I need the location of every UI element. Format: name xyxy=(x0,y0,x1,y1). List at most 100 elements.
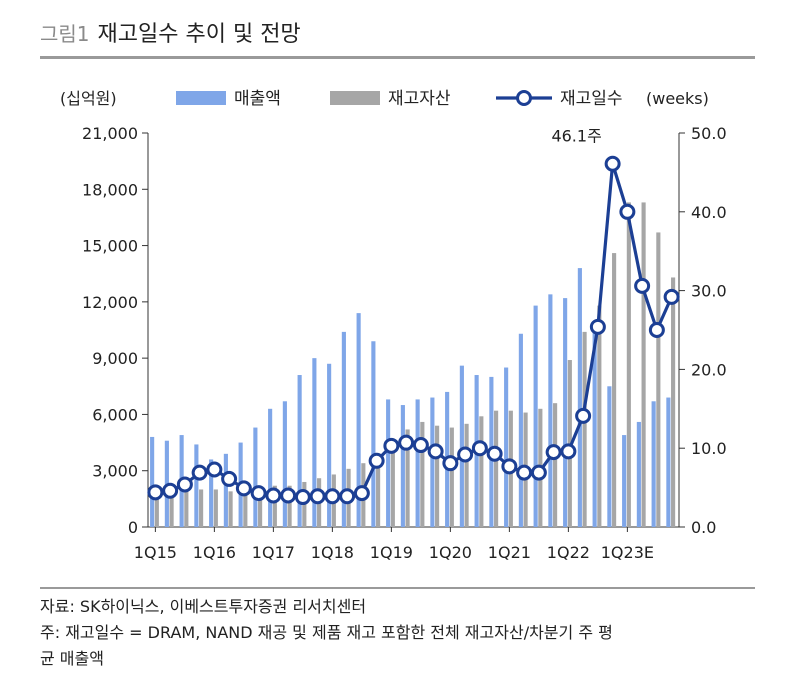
sales-bar xyxy=(150,436,155,527)
inventory-days-point xyxy=(221,470,238,487)
legend-label-inventory: 재고자산 xyxy=(388,89,451,109)
inventory-days-point xyxy=(383,437,400,454)
sales-bar xyxy=(607,386,612,527)
inventory-days-point xyxy=(648,322,665,338)
x-axis-tick-label: 1Q22 xyxy=(547,543,590,562)
sales-bar xyxy=(400,405,405,527)
title-divider xyxy=(40,56,755,59)
legend-swatch-sales xyxy=(176,91,226,105)
inventory-bar xyxy=(553,403,558,527)
x-axis-tick-label: 1Q17 xyxy=(252,543,295,562)
left-axis-tick-label: 9,000 xyxy=(92,349,138,368)
sales-bar xyxy=(341,331,346,527)
right-axis-tick-label: 0.0 xyxy=(691,518,716,537)
inventory-bar xyxy=(169,491,174,527)
inventory-days-point xyxy=(427,443,444,460)
inventory-days-point xyxy=(250,485,267,502)
inventory-bar xyxy=(435,425,440,527)
sales-bar xyxy=(253,427,258,527)
inventory-days-point xyxy=(604,155,621,172)
x-axis-tick-label: 1Q23E xyxy=(601,543,654,562)
sales-bar xyxy=(356,313,361,527)
inventory-bar xyxy=(243,489,248,527)
inventory-days-point xyxy=(162,482,179,499)
sales-bar xyxy=(577,268,582,527)
inventory-bar xyxy=(671,277,676,527)
inventory-bar xyxy=(258,487,263,527)
sales-bar xyxy=(371,341,376,527)
inventory-bar xyxy=(641,202,646,527)
inventory-bar xyxy=(494,410,499,527)
inventory-bar xyxy=(597,305,602,527)
x-axis-tick-label: 1Q21 xyxy=(488,543,531,562)
right-axis-tick-label: 10.0 xyxy=(691,439,727,458)
inventory-bar xyxy=(376,453,381,527)
inventory-bar xyxy=(405,429,410,527)
inventory-days-point xyxy=(324,488,341,505)
left-axis-tick-label: 3,000 xyxy=(92,462,138,481)
sales-bar xyxy=(223,453,228,527)
sales-bar xyxy=(651,401,656,527)
sales-bar xyxy=(282,401,287,527)
inventory-days-point xyxy=(501,458,518,475)
inventory-days-point xyxy=(265,487,282,504)
figure-title: 그림1 재고일수 추이 및 전망 xyxy=(40,16,301,48)
footer-divider xyxy=(40,587,755,589)
sales-bar xyxy=(194,444,199,527)
right-axis-tick-label: 30.0 xyxy=(691,282,727,301)
right-axis-tick-label: 50.0 xyxy=(691,124,727,143)
definition-note-line1: 주: 재고일수 = DRAM, NAND 재공 및 제품 재고 포함한 전체 재… xyxy=(40,623,613,642)
sales-bar xyxy=(268,408,273,527)
x-axis-tick-label: 1Q19 xyxy=(370,543,413,562)
inventory-days-point xyxy=(368,452,385,469)
inventory-days-point xyxy=(530,464,547,481)
sales-bar xyxy=(415,399,420,527)
sales-bar xyxy=(518,333,523,527)
inventory-days-point xyxy=(560,443,577,460)
x-axis-tick-label: 1Q15 xyxy=(134,543,177,562)
inventory-bar xyxy=(464,423,469,527)
sales-bar xyxy=(622,435,627,527)
inventory-bar xyxy=(612,253,617,528)
inventory-days-point xyxy=(280,487,297,504)
inventory-bar xyxy=(199,489,204,527)
inventory-days-point xyxy=(235,480,252,497)
sales-bar xyxy=(666,397,671,527)
left-axis-tick-label: 0 xyxy=(128,518,138,537)
inventory-days-point xyxy=(339,488,356,505)
inventory-bar xyxy=(656,232,661,527)
sales-bar xyxy=(430,397,435,527)
inventory-bar xyxy=(184,489,189,527)
x-axis-tick-label: 1Q20 xyxy=(429,543,472,562)
legend-swatch-inventory xyxy=(330,91,380,105)
inventory-days-point xyxy=(545,444,562,461)
inventory-days-point xyxy=(516,464,533,481)
inventory-days-point xyxy=(309,488,326,505)
sales-bar xyxy=(209,459,214,527)
inventory-bar xyxy=(390,438,395,527)
left-axis-tick-label: 18,000 xyxy=(82,180,138,199)
inventory-bar xyxy=(272,485,277,527)
inventory-days-chart: 0 3,000 6,000 9,000 12,000 15,000 18,000 21,000… xyxy=(60,89,727,562)
inventory-bar xyxy=(228,491,233,527)
inventory-days-point xyxy=(442,455,459,472)
sales-bar xyxy=(312,358,317,527)
inventory-days-point xyxy=(191,464,208,481)
right-axis-tick-label: 20.0 xyxy=(691,360,727,379)
inventory-days-point xyxy=(353,485,370,502)
inventory-days-point xyxy=(663,288,680,305)
x-axis-tick-label: 1Q18 xyxy=(311,543,354,562)
inventory-bar xyxy=(287,485,292,527)
sales-bar xyxy=(459,365,464,527)
figure-label: 그림1 xyxy=(40,22,90,46)
sales-bar xyxy=(327,363,332,527)
inventory-bar xyxy=(479,416,484,527)
inventory-bar xyxy=(582,331,587,527)
inventory-days-point xyxy=(589,318,606,335)
inventory-days-point xyxy=(176,476,193,493)
sales-bar xyxy=(533,305,538,527)
sales-bar xyxy=(386,399,391,527)
inventory-days-point xyxy=(398,434,415,451)
inventory-days-point xyxy=(471,440,488,457)
left-axis-tick-label: 21,000 xyxy=(82,124,138,143)
